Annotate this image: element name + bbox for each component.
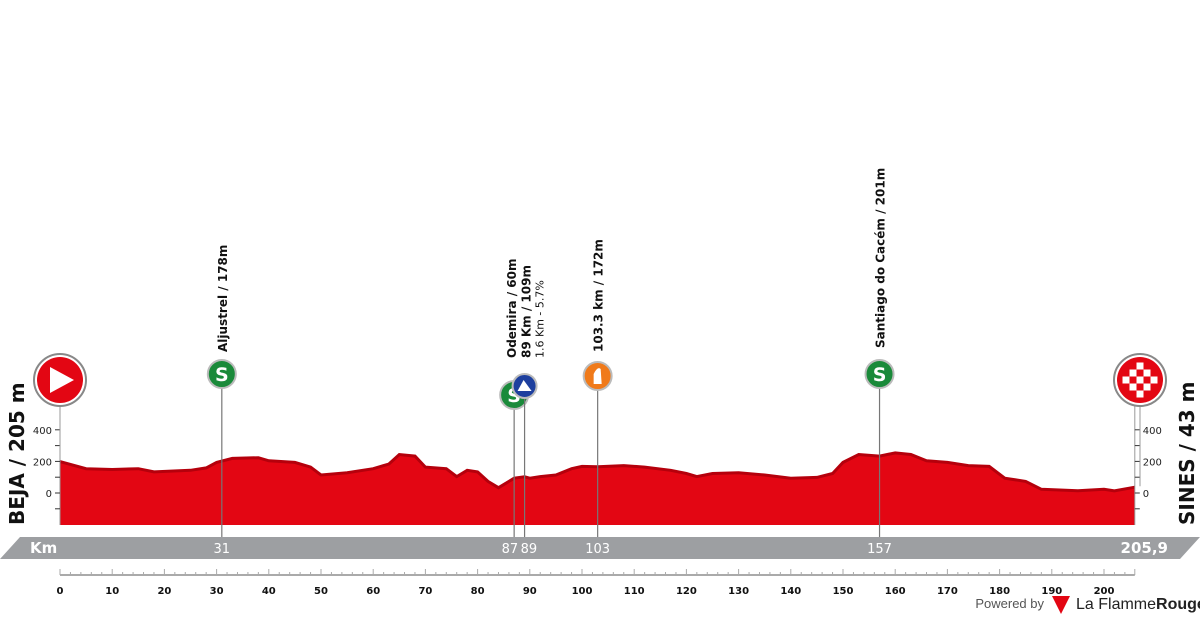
climb-icon [511, 373, 538, 399]
km-band [0, 537, 1200, 559]
y-tick-label: 400 [1143, 426, 1162, 437]
checker-square [1129, 383, 1137, 391]
point-label: Santiago do Cacém / 201m [874, 168, 888, 348]
km-band-label: Km [30, 539, 57, 557]
x-tick-label: 40 [262, 586, 276, 597]
svg-text:La FlammeRouge: La FlammeRouge [1076, 596, 1200, 613]
point-label: Odemira / 60m [505, 258, 519, 358]
point-km-label: 103 [585, 542, 610, 557]
point-km-label: 31 [214, 542, 231, 557]
checker-square [1136, 390, 1144, 398]
point-label: 1.6 Km - 5.7% [534, 280, 547, 358]
x-tick-label: 60 [366, 586, 380, 597]
start-label: BEJA / 205 m [5, 382, 29, 525]
flamme-rouge-logo-icon [1052, 596, 1070, 614]
profile-point-sprint: S Santiago do Cacém / 201m [864, 168, 895, 537]
x-tick-label: 20 [157, 586, 171, 597]
start-arrow-icon [33, 353, 87, 461]
bottle-glyph [593, 368, 602, 384]
sprint-icon: S [864, 359, 895, 389]
start-arrow-shape [50, 367, 74, 393]
sprint-icon: S [206, 359, 237, 389]
y-tick-label: 200 [33, 457, 52, 468]
x-tick-label: 100 [572, 586, 593, 597]
mountain-glyph [517, 380, 532, 391]
x-tick-label: 170 [937, 586, 958, 597]
y-tick-label: 200 [1143, 457, 1162, 468]
footer-branding: Powered by La FlammeRouge [975, 596, 1200, 614]
checker-square [1129, 369, 1137, 377]
checker-square [1122, 376, 1130, 384]
icon-disc [864, 359, 895, 389]
y-tick-label: 0 [46, 489, 52, 500]
y-tick-label: 400 [33, 426, 52, 437]
x-tick-label: 90 [523, 586, 537, 597]
checker-square [1143, 383, 1151, 391]
profile-point-sprint: S Aljustrel / 178m [206, 245, 237, 537]
powered-by-text: Powered by [975, 596, 1044, 611]
x-tick-label: 130 [728, 586, 749, 597]
profile-point-feed-zone: 103.3 km / 172m [582, 239, 613, 537]
x-tick-label: 140 [780, 586, 801, 597]
brand-text-b: Rouge [1156, 596, 1200, 613]
x-tick-label: 50 [314, 586, 328, 597]
x-tick-label: 180 [989, 586, 1010, 597]
feed-zone-icon [582, 361, 613, 391]
x-tick-label: 70 [418, 586, 432, 597]
checker-square [1143, 369, 1151, 377]
x-tick-label: 200 [1094, 586, 1115, 597]
x-tick-label: 120 [676, 586, 697, 597]
checker-square [1150, 376, 1158, 384]
checker-square [1136, 376, 1144, 384]
x-tick-label: 0 [57, 586, 64, 597]
x-tick-label: 80 [471, 586, 485, 597]
point-label: Aljustrel / 178m [216, 245, 230, 352]
checker-square [1136, 362, 1144, 370]
finish-distance-label: 205,9 [1121, 539, 1168, 557]
point-km-label: 157 [867, 542, 892, 557]
x-tick-label: 190 [1041, 586, 1062, 597]
point-km-label: 87 [502, 542, 519, 557]
sprint-s-glyph: S [873, 364, 887, 386]
x-tick-label: 10 [105, 586, 119, 597]
sprint-s-glyph: S [215, 364, 229, 386]
profile-point-climb: 89 Km / 109m 1.6 Km - 5.7% [511, 265, 547, 537]
x-tick-label: 150 [833, 586, 854, 597]
elevation-profile-ridge [59, 451, 1136, 493]
checkered-flag-icon [1113, 353, 1167, 487]
x-tick-label: 160 [885, 586, 906, 597]
x-tick-label: 30 [210, 586, 224, 597]
y-tick-label: 0 [1143, 489, 1149, 500]
brand-text-a: La Flamme [1076, 596, 1156, 613]
icon-disc [206, 359, 237, 389]
finish-label: SINES / 43 m [1175, 381, 1199, 525]
point-km-label: 89 [521, 542, 538, 557]
point-label: 89 Km / 109m [520, 265, 534, 358]
point-label: 103.3 km / 172m [592, 239, 606, 352]
x-tick-label: 110 [624, 586, 645, 597]
